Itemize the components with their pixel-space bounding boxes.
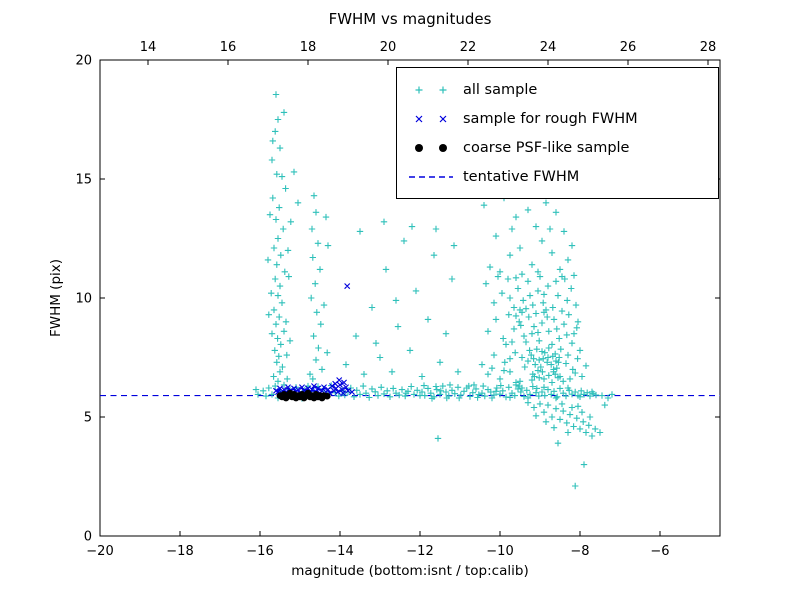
legend-item-tentative-fwhm: tentative FWHM bbox=[405, 162, 710, 191]
legend-marker-dashed-line-icon bbox=[409, 175, 453, 178]
top-tick-label: 16 bbox=[220, 40, 237, 55]
top-tick-label: 14 bbox=[140, 40, 157, 55]
bottom-tick-label: −18 bbox=[166, 544, 193, 559]
legend-marker-dot-icon bbox=[415, 143, 447, 152]
legend-item-psf-like: coarse PSF-like sample bbox=[405, 133, 710, 162]
bottom-tick-label: −16 bbox=[246, 544, 273, 559]
bottom-tick-label: −8 bbox=[570, 544, 589, 559]
legend-label-rough-fwhm: sample for rough FWHM bbox=[463, 110, 638, 127]
x-axis-label: magnitude (bottom:isnt / top:calib) bbox=[291, 563, 529, 579]
top-tick-label: 20 bbox=[380, 40, 397, 55]
legend: all sample sample for rough FWHM coarse … bbox=[396, 67, 719, 199]
series-coarse-PSF-like-sample bbox=[276, 389, 331, 402]
top-tick-label: 24 bbox=[540, 40, 557, 55]
tick-marks bbox=[99, 59, 720, 537]
bottom-tick-label: −12 bbox=[406, 544, 433, 559]
y-axis-label: FWHM (pix) bbox=[48, 258, 64, 338]
bottom-tick-label: −14 bbox=[326, 544, 353, 559]
legend-label-all-sample: all sample bbox=[463, 81, 538, 98]
top-tick-label: 26 bbox=[620, 40, 637, 55]
chart-title: FWHM vs magnitudes bbox=[328, 10, 492, 28]
bottom-tick-label: −6 bbox=[650, 544, 669, 559]
legend-item-all-sample: all sample bbox=[405, 75, 710, 104]
legend-item-rough-fwhm: sample for rough FWHM bbox=[405, 104, 710, 133]
top-tick-label: 28 bbox=[700, 40, 717, 55]
y-tick-label: 5 bbox=[84, 411, 92, 426]
legend-marker-plus-icon bbox=[415, 86, 447, 93]
y-tick-label: 15 bbox=[75, 173, 92, 188]
legend-label-tentative-fwhm: tentative FWHM bbox=[463, 168, 580, 185]
top-tick-label: 18 bbox=[300, 40, 317, 55]
top-tick-label: 22 bbox=[460, 40, 477, 55]
legend-marker-x-icon bbox=[415, 115, 447, 122]
legend-label-psf-like: coarse PSF-like sample bbox=[463, 139, 630, 156]
y-tick-label: 0 bbox=[84, 530, 92, 545]
series-all-sample bbox=[252, 91, 616, 490]
y-tick-label: 10 bbox=[75, 292, 92, 307]
bottom-tick-label: −10 bbox=[486, 544, 513, 559]
y-tick-label: 20 bbox=[75, 54, 92, 69]
bottom-tick-label: −20 bbox=[86, 544, 113, 559]
series-sample-for-rough-FWHM bbox=[273, 283, 355, 398]
